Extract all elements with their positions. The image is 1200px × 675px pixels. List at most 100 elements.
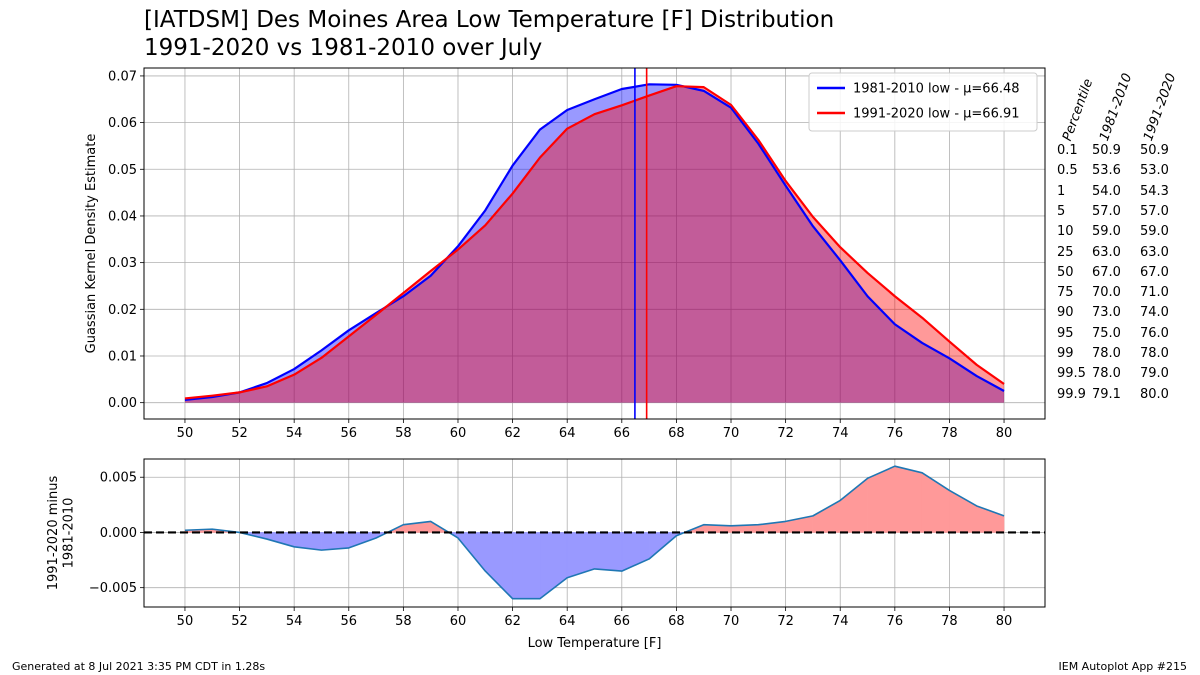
x-tick-label: 50 xyxy=(177,614,194,629)
percentile-table-cell: 63.0 xyxy=(1140,244,1169,260)
y-tick-label: 0.02 xyxy=(108,303,137,318)
percentile-table-cell: 73.0 xyxy=(1092,305,1121,321)
percentile-table-cell: 90 xyxy=(1057,305,1074,321)
x-tick-label: 64 xyxy=(559,614,576,629)
x-tick-label: 74 xyxy=(832,426,849,441)
percentile-table-cell: 50.9 xyxy=(1092,143,1121,158)
axes-frame xyxy=(143,458,1046,608)
legend-box xyxy=(808,72,1038,132)
difference-fill-positive xyxy=(949,490,977,533)
percentile-table-cell: 25 xyxy=(1057,244,1074,260)
y-axis-label-line: 1991-2020 minus xyxy=(46,476,61,591)
percentile-table-cell: 70.0 xyxy=(1092,285,1121,301)
y-tick-label: 0.04 xyxy=(108,209,137,224)
x-tick-label: 68 xyxy=(668,614,685,629)
x-tick-label: 66 xyxy=(614,614,631,629)
x-tick-label: 68 xyxy=(668,426,685,441)
density-plot: 50 52 54 56 58 60 62 64 66 68 70 72 74 76 78 80 0.00 0.01… xyxy=(84,67,1046,441)
percentile-table-cell: 78.0 xyxy=(1140,346,1169,361)
y-axis-label-line: 1981-2010 xyxy=(62,498,77,569)
x-tick-label: 56 xyxy=(340,426,357,441)
x-tick-label: 56 xyxy=(340,614,357,629)
density-fill-series-2 xyxy=(184,86,1005,403)
percentile-table-cell: 99.9 xyxy=(1057,386,1086,402)
density-line-series-2 xyxy=(184,85,1005,400)
x-tick-label: 64 xyxy=(559,426,576,441)
x-tick-label: 54 xyxy=(286,426,303,441)
percentile-table-cell: 50 xyxy=(1057,264,1074,280)
percentile-table: Percentile 1981-2010 1991-2020 0.1 50.9 50.9 0… xyxy=(1057,60,1200,405)
y-tick-label: 0.07 xyxy=(108,69,137,84)
chart-title-line-2: 1991-2020 vs 1981-2010 over July xyxy=(144,35,543,61)
percentile-table-cell: 0.1 xyxy=(1057,143,1078,158)
x-tick-label: 54 xyxy=(286,614,303,629)
percentile-table-cell: 78.0 xyxy=(1092,346,1121,361)
x-tick-label: 78 xyxy=(941,614,958,629)
percentile-table-cell: 50.9 xyxy=(1140,143,1169,158)
y-axis-label: 1991-2020 minus1981-2010 xyxy=(46,476,77,591)
x-tick-label: 50 xyxy=(177,426,194,441)
difference-line xyxy=(184,465,1005,600)
x-tick-label: 60 xyxy=(450,426,467,441)
percentile-table-cell: 74.0 xyxy=(1140,305,1169,321)
percentile-table-cell: 67.0 xyxy=(1140,264,1169,280)
difference-plot: 50 52 54 56 58 60 62 64 66 68 70 72 74 76 78 80 −0.005 0.… xyxy=(46,458,1046,651)
x-tick-label: 58 xyxy=(395,614,412,629)
generated-timestamp: Generated at 8 Jul 2021 3:35 PM CDT in 1… xyxy=(12,660,266,673)
y-tick-label: −0.005 xyxy=(89,581,137,596)
percentile-table-header: Percentile xyxy=(1060,77,1097,144)
percentile-table-cell: 95 xyxy=(1057,325,1074,341)
percentile-table-cell: 54.3 xyxy=(1140,183,1169,199)
difference-fill-positive xyxy=(894,465,923,533)
percentile-table-cell: 0.5 xyxy=(1057,163,1078,179)
axes-frame xyxy=(143,67,1046,420)
app-label: IEM Autoplot App #215 xyxy=(1058,660,1188,673)
x-tick-label: 52 xyxy=(231,426,248,441)
difference-fill-negative xyxy=(512,532,541,599)
percentile-table-cell: 59.0 xyxy=(1140,224,1169,240)
percentile-table-cell: 76.0 xyxy=(1140,325,1169,341)
percentile-table-header: 1981-2010 xyxy=(1097,71,1136,144)
y-tick-label: 0.000 xyxy=(100,526,137,541)
x-tick-label: 58 xyxy=(395,426,412,441)
percentile-table-cell: 59.0 xyxy=(1092,224,1121,240)
x-tick-label: 76 xyxy=(887,426,904,441)
y-tick-label: 0.05 xyxy=(108,163,137,178)
difference-fill-positive xyxy=(812,499,841,533)
percentile-table-header: 1991-2020 xyxy=(1141,71,1180,144)
y-tick-label: 0.005 xyxy=(100,471,137,486)
x-tick-label: 60 xyxy=(450,614,467,629)
density-line-series-1 xyxy=(184,83,1005,401)
percentile-table-cell: 10 xyxy=(1057,224,1074,240)
percentile-table-cell: 5 xyxy=(1057,203,1066,219)
difference-fill-positive xyxy=(976,505,1005,533)
x-tick-label: 74 xyxy=(832,614,849,629)
x-tick-label: 62 xyxy=(504,614,521,629)
percentile-table-cell: 99 xyxy=(1057,346,1074,361)
density-fill-series-1 xyxy=(184,84,1005,403)
percentile-table-cell: 99.5 xyxy=(1057,366,1086,382)
y-tick-label: 0.01 xyxy=(108,349,137,364)
legend-label-series-1: 1981-2010 low - μ=66.48 xyxy=(853,82,1020,97)
x-tick-label: 52 xyxy=(231,614,248,629)
percentile-table-cell: 53.6 xyxy=(1092,163,1121,179)
x-tick-label: 80 xyxy=(996,426,1013,441)
percentile-table-cell: 80.0 xyxy=(1140,386,1169,402)
x-tick-label: 72 xyxy=(777,426,794,441)
x-tick-label: 76 xyxy=(887,614,904,629)
difference-fill-positive xyxy=(839,477,868,533)
difference-fill-negative xyxy=(485,532,513,600)
percentile-table-cell: 57.0 xyxy=(1140,203,1169,219)
x-tick-label: 66 xyxy=(614,426,631,441)
y-tick-label: 0.00 xyxy=(108,396,137,411)
percentile-table-cell: 63.0 xyxy=(1092,244,1121,260)
x-tick-label: 72 xyxy=(777,614,794,629)
x-tick-label: 78 xyxy=(941,426,958,441)
y-tick-label: 0.03 xyxy=(108,256,137,271)
percentile-table-cell: 75 xyxy=(1057,285,1074,301)
difference-fill-negative xyxy=(594,532,623,572)
legend-label-series-2: 1991-2020 low - μ=66.91 xyxy=(853,107,1020,122)
percentile-table-cell: 71.0 xyxy=(1140,285,1169,301)
percentile-table-cell: 78.0 xyxy=(1092,366,1121,382)
